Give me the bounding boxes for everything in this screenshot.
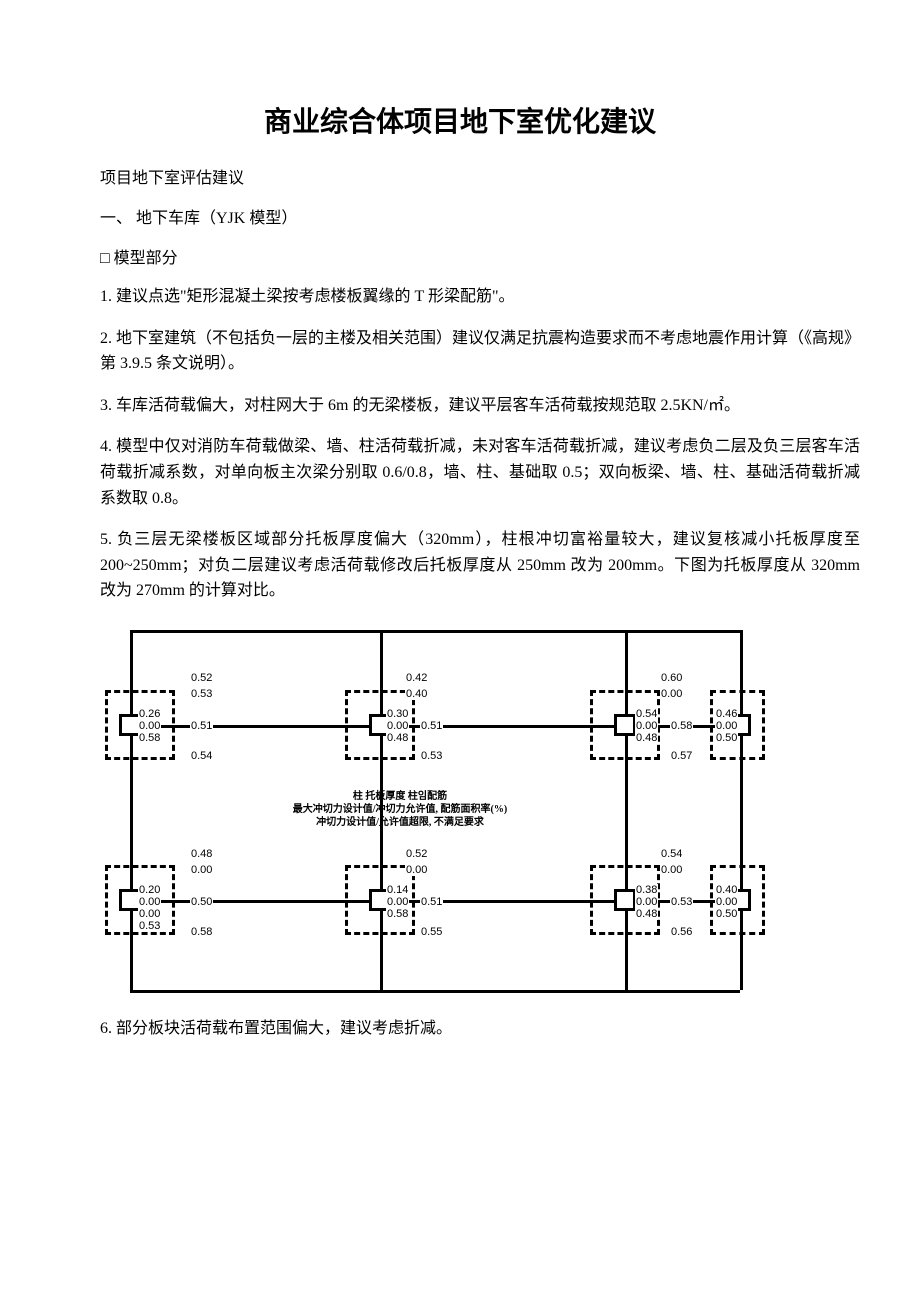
diagram-value-label: 0.52 <box>405 848 428 860</box>
diagram-value-label: 0.00 <box>660 688 683 700</box>
diagram-value-label: 0.52 <box>190 672 213 684</box>
grid-line-horizontal <box>130 630 740 633</box>
diagram-value-label: 0.53 <box>138 920 161 932</box>
diagram-value-label: 0.54 <box>190 750 213 762</box>
diagram-value-label: 0.20 <box>138 884 161 896</box>
diagram-value-label: 0.57 <box>670 750 693 762</box>
paragraph-2: 2. 地下室建筑（不包括负一层的主楼及相关范围）建议仅满足抗震构造要求而不考虑地… <box>100 326 860 377</box>
diagram-legend-text: 柱 托板厚度 柱임配筋最大冲切力设计值/冲切力允许值, 配筋面积率(%)冲切力设… <box>290 790 510 829</box>
diagram-value-label: 0.48 <box>635 732 658 744</box>
diagram-value-label: 0.00 <box>715 896 738 908</box>
diagram-value-label: 0.00 <box>386 896 409 908</box>
diagram-value-label: 0.14 <box>386 884 409 896</box>
paragraph-5: 5. 负三层无梁楼板区域部分托板厚度偏大（320mm），柱根冲切富裕量较大，建议… <box>100 527 860 604</box>
diagram-value-label: 0.51 <box>420 720 443 732</box>
grid-line-horizontal <box>130 990 740 993</box>
diagram-value-label: 0.42 <box>405 672 428 684</box>
diagram-value-label: 0.50 <box>715 908 738 920</box>
paragraph-4: 4. 模型中仅对消防车荷载做梁、墙、柱活荷载折减，未对客车活荷载折减，建议考虑负… <box>100 434 860 511</box>
diagram-value-label: 0.00 <box>138 720 161 732</box>
diagram-value-label: 0.54 <box>660 848 683 860</box>
diagram-value-label: 0.48 <box>635 908 658 920</box>
diagram-value-label: 0.58 <box>190 926 213 938</box>
grid-line-vertical <box>740 630 743 990</box>
diagram-value-label: 0.00 <box>405 864 428 876</box>
grid-line-vertical <box>625 630 628 990</box>
diagram-value-label: 0.50 <box>190 896 213 908</box>
diagram-value-label: 0.54 <box>635 708 658 720</box>
diagram-value-label: 0.48 <box>386 732 409 744</box>
paragraph-1: 1. 建议点选"矩形混凝土梁按考虑楼板翼缘的 T 形梁配筋"。 <box>100 284 860 310</box>
diagram-value-label: 0.00 <box>138 908 161 920</box>
diagram-value-label: 0.30 <box>386 708 409 720</box>
diagram-value-label: 0.53 <box>670 896 693 908</box>
subtitle: 项目地下室评估建议 <box>100 164 860 188</box>
diagram-value-label: 0.48 <box>190 848 213 860</box>
diagram-value-label: 0.00 <box>635 720 658 732</box>
diagram-value-label: 0.00 <box>635 896 658 908</box>
diagram-value-label: 0.00 <box>190 864 213 876</box>
paragraph-6: 6. 部分板块活荷载布置范围偏大，建议考虑折减。 <box>100 1016 860 1042</box>
diagram-value-label: 0.58 <box>138 732 161 744</box>
diagram-value-label: 0.51 <box>420 896 443 908</box>
diagram-value-label: 0.00 <box>715 720 738 732</box>
column-node <box>614 714 636 736</box>
diagram-value-label: 0.53 <box>190 688 213 700</box>
page-title: 商业综合体项目地下室优化建议 <box>60 100 860 140</box>
diagram-value-label: 0.46 <box>715 708 738 720</box>
diagram-value-label: 0.26 <box>138 708 161 720</box>
paragraph-3: 3. 车库活荷载偏大，对柱网大于 6m 的无梁楼板，建议平层客车活荷载按规范取 … <box>100 393 860 419</box>
sub-heading-model: □ 模型部分 <box>100 244 860 268</box>
diagram-value-label: 0.53 <box>420 750 443 762</box>
diagram-value-label: 0.51 <box>190 720 213 732</box>
structural-diagram: 0.520.530.510.540.260.000.580.420.400.30… <box>100 620 860 1000</box>
diagram-value-label: 0.58 <box>386 908 409 920</box>
diagram-value-label: 0.00 <box>138 896 161 908</box>
diagram-value-label: 0.00 <box>660 864 683 876</box>
section-1-heading: 一、 地下车库（YJK 模型） <box>100 204 860 228</box>
diagram-value-label: 0.58 <box>670 720 693 732</box>
diagram-value-label: 0.60 <box>660 672 683 684</box>
diagram-value-label: 0.40 <box>405 688 428 700</box>
diagram-value-label: 0.56 <box>670 926 693 938</box>
diagram-value-label: 0.40 <box>715 884 738 896</box>
diagram-value-label: 0.38 <box>635 884 658 896</box>
diagram-value-label: 0.00 <box>386 720 409 732</box>
column-node <box>614 889 636 911</box>
grid-line-vertical <box>130 630 133 990</box>
diagram-value-label: 0.50 <box>715 732 738 744</box>
diagram-value-label: 0.55 <box>420 926 443 938</box>
